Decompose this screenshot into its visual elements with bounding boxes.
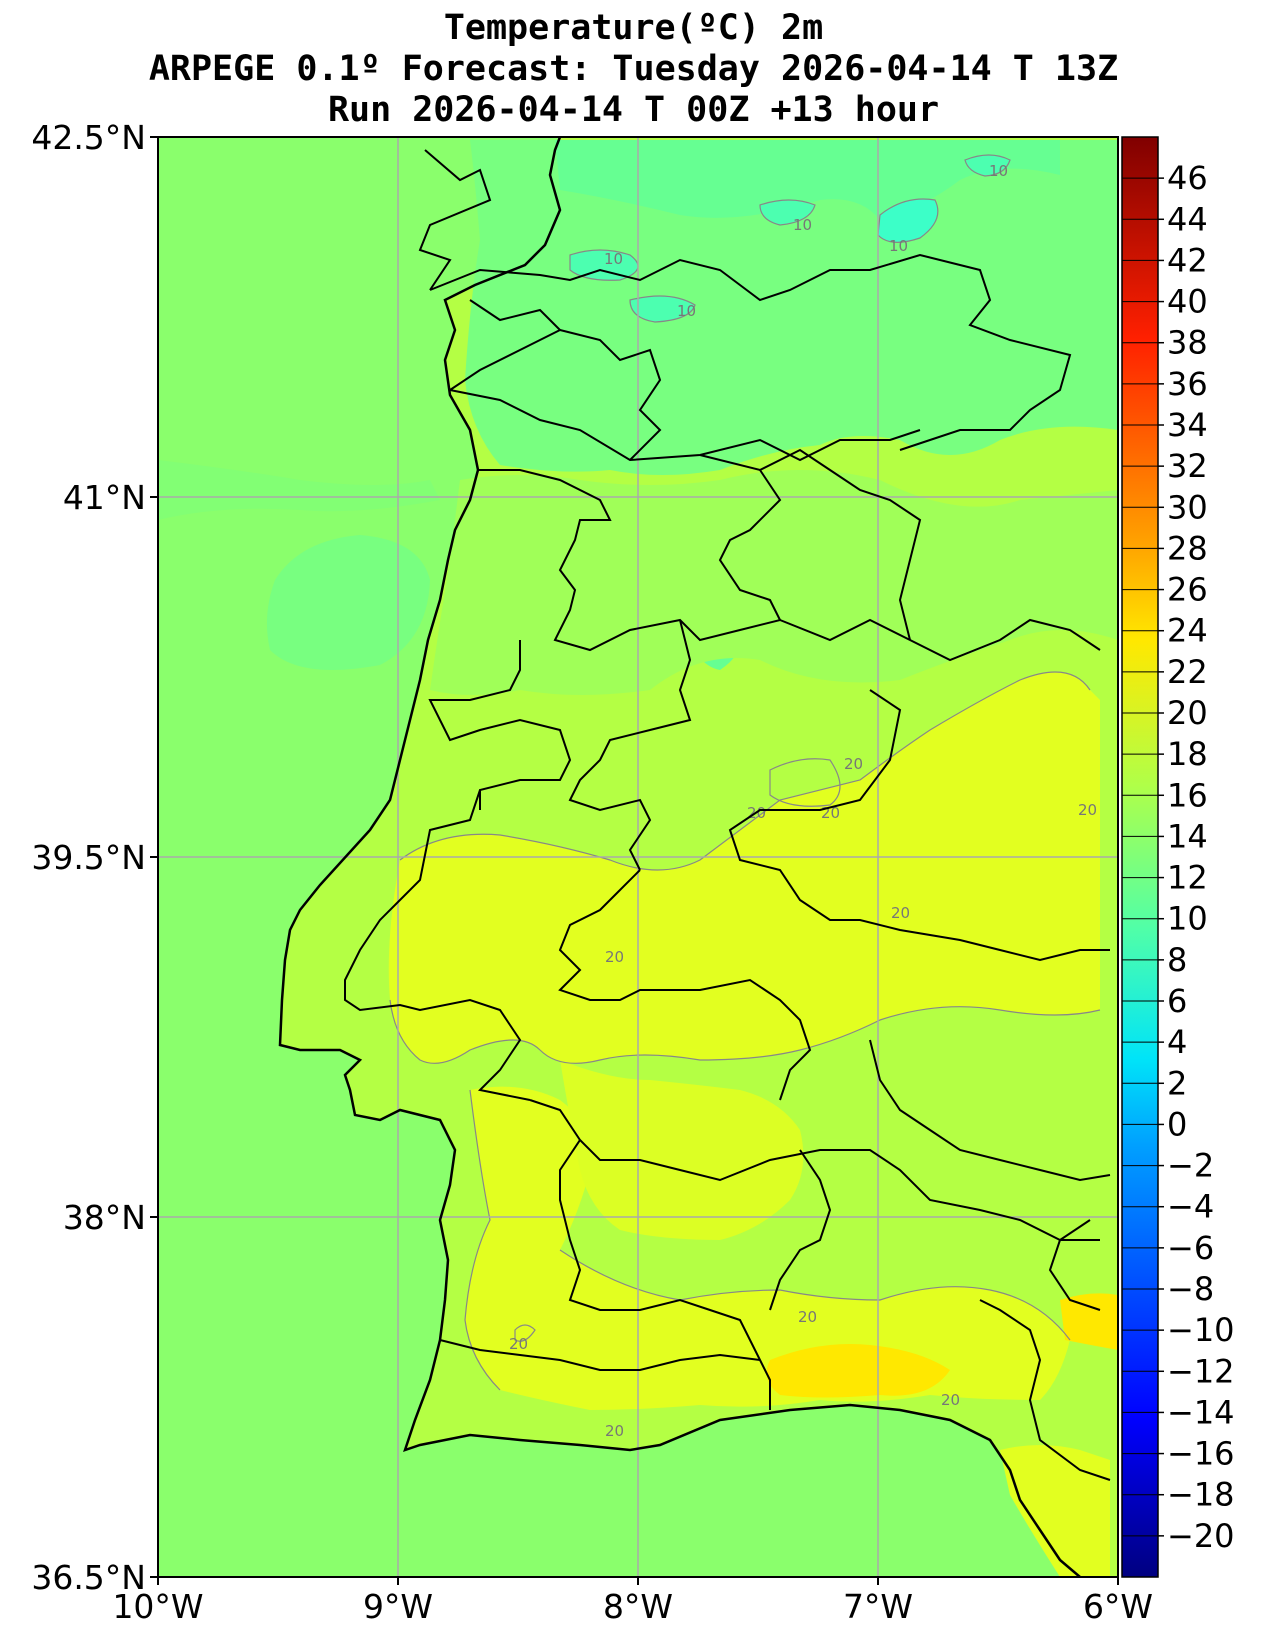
lon-tick-label: 9°W <box>363 1587 433 1626</box>
colorbar-label: 42 <box>1167 241 1208 279</box>
colorbar-label: 44 <box>1167 200 1208 238</box>
lat-tick-label: 36.5°N <box>31 1558 146 1597</box>
colorbar: 4644424038363432302826242220181614121086… <box>1121 136 1235 1578</box>
lon-tick-label: 8°W <box>603 1587 673 1626</box>
lat-tick-label: 38°N <box>63 1198 146 1237</box>
colorbar-label: −6 <box>1167 1229 1214 1267</box>
lat-tick-label: 41°N <box>63 478 146 517</box>
colorbar-label: −10 <box>1167 1311 1235 1349</box>
north-mid-cool <box>555 140 1060 220</box>
lon-tick-label: 7°W <box>843 1587 913 1626</box>
colorbar-label: 34 <box>1167 406 1208 444</box>
colorbar-label: 6 <box>1167 982 1187 1020</box>
contour-lines <box>389 154 1101 1391</box>
lon-tick-labels: 10°W 9°W 8°W 7°W 6°W <box>112 1587 1153 1626</box>
colorbar-label: 36 <box>1167 365 1208 403</box>
colorbar-label: 24 <box>1167 612 1208 650</box>
contour-label: 10 <box>604 250 623 268</box>
map-gridlines <box>158 137 1118 1577</box>
cool-ocean-blob <box>266 535 430 670</box>
contour-label: 20 <box>941 1391 960 1409</box>
cool-ocean-band <box>158 460 440 520</box>
colorbar-label: 20 <box>1167 694 1208 732</box>
contour-label: 20 <box>891 904 910 922</box>
colorbar-frame <box>1121 136 1159 1578</box>
contour-label: 20 <box>509 1335 528 1353</box>
contour-label: 10 <box>989 162 1008 180</box>
map-title-line3: Run 2026-04-14 T 00Z +13 hour <box>327 90 940 130</box>
district-borders <box>344 149 1111 1481</box>
hot-spot-east <box>1060 1293 1118 1350</box>
colorbar-label: 16 <box>1167 776 1208 814</box>
cold-patch-3 <box>760 200 815 225</box>
map-area: 10 10 10 10 10 20 20 20 20 20 20 20 20 2… <box>158 137 1118 1577</box>
south-coastal-warm <box>465 1086 1070 1410</box>
colorbar-label: −16 <box>1167 1435 1235 1473</box>
colorbar-label: 8 <box>1167 941 1187 979</box>
lat-tick-label: 42.5°N <box>31 118 146 157</box>
colorbar-label: −18 <box>1167 1476 1235 1514</box>
lat-tick-label: 39.5°N <box>31 838 146 877</box>
coastline <box>278 137 1081 1577</box>
contour-label: 10 <box>677 302 696 320</box>
colorbar-label: −4 <box>1167 1188 1214 1226</box>
colorbar-label: 18 <box>1167 735 1208 773</box>
mid-transition-band <box>430 470 1118 695</box>
contour-label: 10 <box>889 237 908 255</box>
colorbar-label: 14 <box>1167 817 1208 855</box>
colorbar-labels: 4644424038363432302826242220181614121086… <box>1167 159 1235 1555</box>
colorbar-label: 28 <box>1167 529 1208 567</box>
contour-label: 20 <box>798 1308 817 1326</box>
colorbar-label: 12 <box>1167 859 1208 897</box>
map-title-line2: ARPEGE 0.1º Forecast: Tuesday 2026-04-14… <box>148 49 1119 89</box>
contour-label: 20 <box>844 755 863 773</box>
north-cool-region <box>465 140 1118 475</box>
cold-patch-5 <box>965 155 1010 176</box>
colorbar-label: 2 <box>1167 1064 1187 1102</box>
lat-tick-labels: 42.5°N 41°N 39.5°N 38°N 36.5°N <box>31 118 146 1597</box>
map-title-line1: Temperature(ºC) 2m <box>443 8 824 48</box>
contour-labels: 10 10 10 10 10 20 20 20 20 20 20 20 20 2… <box>509 162 1097 1440</box>
colorbar-label: 46 <box>1167 159 1208 197</box>
southeast-land-warm <box>1000 1445 1110 1577</box>
colorbar-label: 32 <box>1167 447 1208 485</box>
cold-patch-2 <box>630 296 695 322</box>
colorbar-label: −14 <box>1167 1393 1235 1431</box>
colorbar-label: −20 <box>1167 1517 1235 1555</box>
contour-label: 20 <box>605 1422 624 1440</box>
cold-patch-1 <box>570 250 638 281</box>
lon-tick-label: 10°W <box>112 1587 203 1626</box>
colorbar-label: 22 <box>1167 653 1208 691</box>
south-warm-region <box>388 672 1100 1064</box>
contour-label: 20 <box>605 948 624 966</box>
axis-ticks <box>150 136 1119 1585</box>
colorbar-label: 30 <box>1167 488 1208 526</box>
colorbar-label: 38 <box>1167 324 1208 362</box>
cold-patch-4 <box>878 199 938 243</box>
colorbar-gradient <box>1122 137 1158 1577</box>
contour-label: 10 <box>793 216 812 234</box>
colorbar-label: 10 <box>1167 900 1208 938</box>
hot-spot-south <box>766 1344 950 1398</box>
colorbar-label: 40 <box>1167 283 1208 321</box>
alentejo-warm <box>560 1060 804 1240</box>
colorbar-label: −2 <box>1167 1147 1214 1185</box>
colorbar-label: 0 <box>1167 1105 1187 1143</box>
colorbar-label: −12 <box>1167 1352 1235 1390</box>
colorbar-ticks <box>1122 177 1164 1537</box>
lon-tick-label: 6°W <box>1083 1587 1153 1626</box>
colorbar-label: 4 <box>1167 1023 1187 1061</box>
contour-label: 20 <box>1078 801 1097 819</box>
colorbar-label: −8 <box>1167 1270 1214 1308</box>
colorbar-label: 26 <box>1167 571 1208 609</box>
